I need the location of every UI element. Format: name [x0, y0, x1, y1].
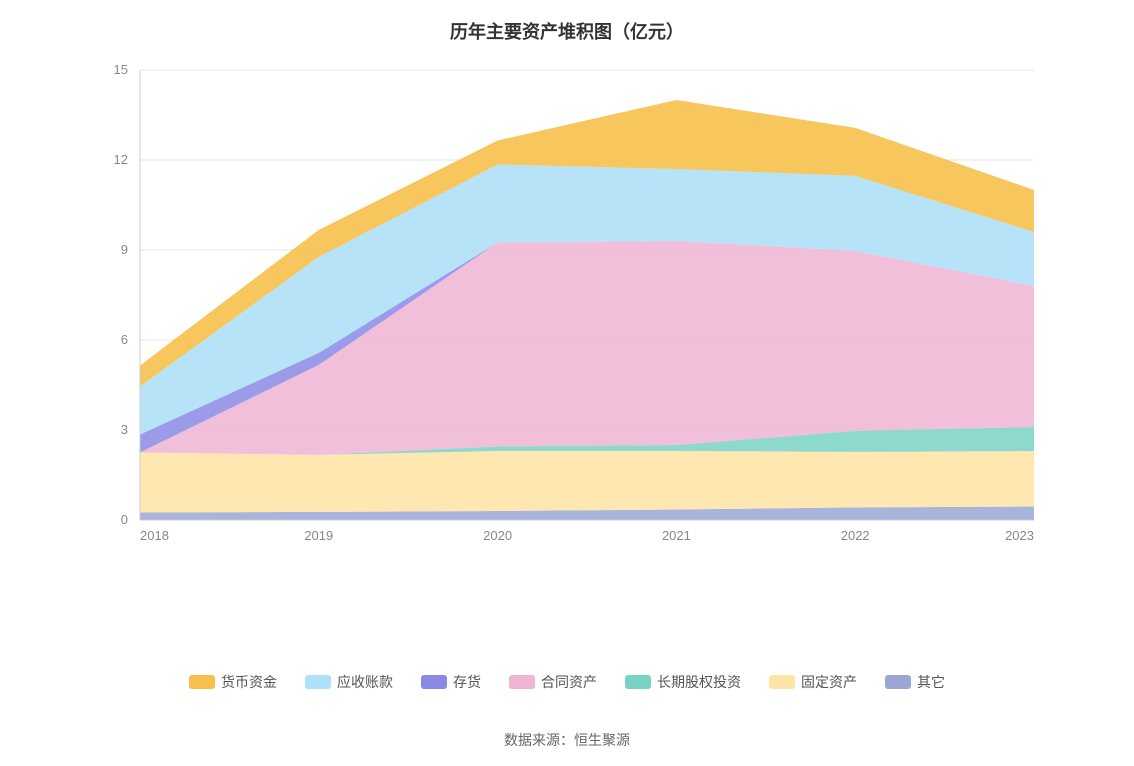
legend-swatch: [509, 675, 535, 689]
legend-label: 应收账款: [337, 672, 393, 692]
x-tick-label: 2023: [1005, 528, 1034, 543]
chart-source-line: 数据来源：恒生聚源: [0, 730, 1134, 750]
x-tick-label: 2022: [841, 528, 870, 543]
chart-title: 历年主要资产堆积图（亿元）: [0, 0, 1134, 44]
legend-item-cash[interactable]: 货币资金: [189, 672, 277, 692]
x-tick-label: 2018: [140, 528, 169, 543]
y-tick-label: 3: [121, 422, 128, 437]
legend-item-inventory[interactable]: 存货: [421, 672, 481, 692]
chart-legend: 货币资金 应收账款 存货 合同资产 长期股权投资 固定资产 其它: [0, 672, 1134, 692]
legend-item-fixed_assets[interactable]: 固定资产: [769, 672, 857, 692]
chart-container: 历年主要资产堆积图（亿元） 0 3 6 9 12 15 2018 2019 2020 2021 20…: [0, 0, 1134, 766]
legend-swatch: [305, 675, 331, 689]
y-tick-label: 0: [121, 512, 128, 527]
stacked-area-chart: 0 3 6 9 12 15 2018 2019 2020 2021 2022 2023: [80, 50, 1054, 560]
area-fixed_assets: [140, 451, 1034, 513]
legend-item-long_term_equity[interactable]: 长期股权投资: [625, 672, 741, 692]
x-tick-label: 2020: [483, 528, 512, 543]
x-tick-label: 2021: [662, 528, 691, 543]
y-tick-label: 6: [121, 332, 128, 347]
legend-item-contract_assets[interactable]: 合同资产: [509, 672, 597, 692]
y-tick-label: 12: [114, 152, 128, 167]
chart-plot-area: 0 3 6 9 12 15 2018 2019 2020 2021 2022 2023: [80, 50, 1054, 560]
x-tick-label: 2019: [304, 528, 333, 543]
legend-label: 固定资产: [801, 672, 857, 692]
legend-swatch: [189, 675, 215, 689]
legend-swatch: [625, 675, 651, 689]
legend-item-receivables[interactable]: 应收账款: [305, 672, 393, 692]
legend-item-other[interactable]: 其它: [885, 672, 945, 692]
y-tick-label: 9: [121, 242, 128, 257]
legend-swatch: [769, 675, 795, 689]
legend-label: 货币资金: [221, 672, 277, 692]
y-tick-label: 15: [114, 62, 128, 77]
legend-label: 其它: [917, 672, 945, 692]
legend-label: 合同资产: [541, 672, 597, 692]
legend-swatch: [421, 675, 447, 689]
legend-label: 长期股权投资: [657, 672, 741, 692]
legend-label: 存货: [453, 672, 481, 692]
legend-swatch: [885, 675, 911, 689]
